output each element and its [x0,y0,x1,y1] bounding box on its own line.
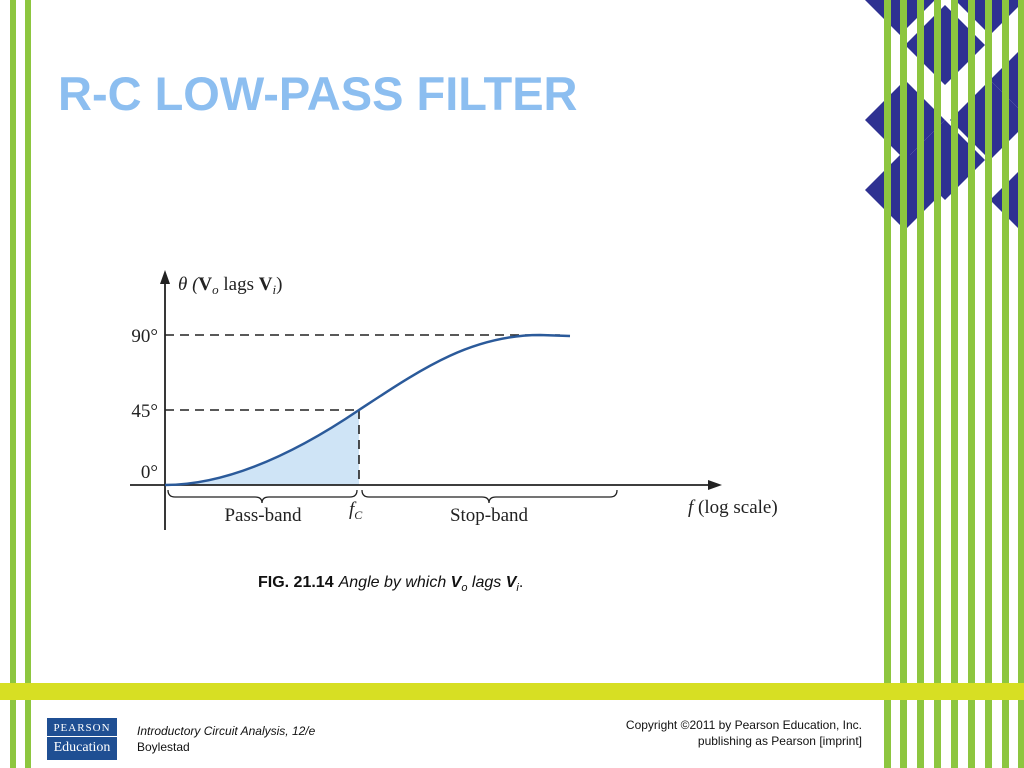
copyright: publishing as Pearson [imprint] [697,734,862,748]
author: Boylestad [137,740,190,754]
caption: FIG. 21.14 Angle by which Vo lags Vi. [258,574,523,594]
text: ) [276,274,282,295]
logo-bottom: Education [53,740,111,755]
footer-band [0,683,1024,700]
y-label: 90° [131,326,158,347]
x-arrow [708,480,722,490]
text: f [688,497,696,518]
y-axis-label: θ (Vo lags Vi) [178,274,282,297]
braces [167,489,618,504]
y-arrow [160,270,170,284]
slide-title: R-C LOW-PASS FILTER [58,67,578,120]
text: θ ( [178,274,200,295]
text: FIG. 21.14 [258,574,334,591]
text: i [273,282,277,297]
y-label: 0° [141,462,158,483]
region-label: Stop-band [450,505,529,526]
text: Angle by which [338,574,451,591]
logo-top: PEARSON [47,722,117,737]
text: V [259,274,273,295]
text: o [461,582,467,594]
logo: PEARSON Education [47,718,117,760]
text: V [198,274,212,295]
text: f [349,499,357,520]
copyright: Copyright ©2011 by Pearson Education, In… [625,718,862,732]
text: C [354,508,363,522]
text: (log scale) [693,497,777,518]
text: lags [219,274,259,295]
left-stripe [10,0,16,768]
figure: θ (Vo lags Vi) 90° 45° 0° f (log scale) … [130,270,778,594]
y-label: 45° [131,401,158,422]
fc-label: fC [349,499,363,522]
text: i [516,582,519,594]
left-stripe [25,0,31,768]
text: lags [467,574,505,591]
phase-curve [164,333,571,487]
guides [165,334,560,485]
book-title: Introductory Circuit Analysis, 12/e [137,724,316,738]
right-stripes [884,0,1024,768]
text: . [519,574,523,591]
text: V [451,574,463,591]
pass-band-fill [165,410,359,485]
region-label: Pass-band [224,505,302,526]
text: V [506,574,518,591]
x-axis-label: f (log scale) [688,497,778,518]
text: o [212,282,219,297]
